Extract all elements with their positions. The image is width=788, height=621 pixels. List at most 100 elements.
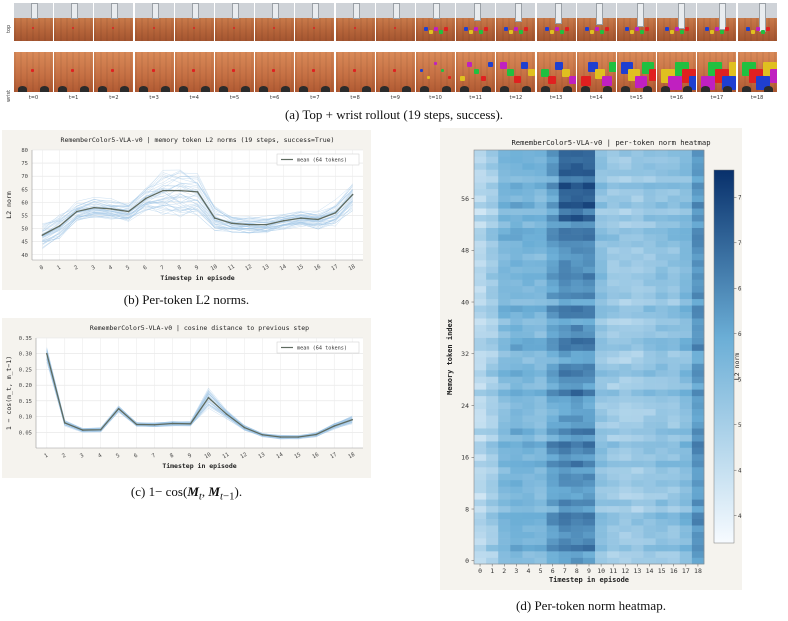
heatmap-cell [534, 415, 547, 422]
cube [509, 30, 514, 34]
heatmap-cell [619, 350, 632, 358]
heatmap-cell [607, 499, 620, 507]
heatmap-cell [691, 363, 705, 371]
heatmap-cell [582, 479, 596, 487]
heatmap-cell [691, 292, 705, 300]
top-frame [94, 3, 134, 41]
heatmap-cell [643, 357, 656, 364]
heatmap-cell [631, 234, 644, 241]
heatmap-cell [619, 531, 632, 539]
heatmap-cell [570, 305, 584, 313]
heatmap-cell [691, 169, 705, 177]
heatmap-cell [522, 234, 535, 241]
gripper-left [460, 86, 470, 92]
heatmap-cell [510, 214, 523, 222]
heatmap-cell [595, 292, 608, 300]
colorbar-label: L2 norm [733, 353, 741, 380]
x-tick-label: 9 [587, 567, 591, 575]
heatmap-cell [498, 389, 511, 397]
mean-data-point [58, 225, 61, 227]
heatmap-cell [607, 247, 620, 254]
heatmap-cell [534, 150, 547, 157]
heatmap-cell [643, 518, 656, 526]
y-tick-label: 8 [465, 505, 469, 513]
heatmap-cell [631, 175, 644, 183]
heatmap-cell [595, 505, 608, 513]
heatmap-cell [643, 505, 656, 513]
heatmap-cell [474, 175, 487, 183]
heatmap-cell [546, 318, 560, 325]
heatmap-cell [595, 531, 608, 539]
heatmap-cell [691, 473, 705, 481]
heatmap-cell [643, 447, 656, 455]
heatmap-cell [570, 169, 584, 177]
heatmap-cell [522, 395, 535, 403]
heatmap-cell [558, 486, 572, 494]
heatmap-cell [546, 447, 560, 455]
heatmap-cell [595, 447, 608, 455]
cube [685, 27, 690, 31]
heatmap-cell [607, 538, 620, 545]
heatmap-cell [534, 318, 547, 325]
heatmap-cell [619, 162, 632, 170]
heatmap-cell [667, 492, 681, 500]
heatmap-cell [619, 311, 632, 319]
robot-arm [473, 3, 481, 21]
heatmap-cell [691, 466, 705, 474]
heatmap-cell [522, 421, 535, 429]
heatmap-cell [498, 311, 511, 319]
heatmap-cell [631, 162, 644, 170]
heatmap-cell [679, 227, 693, 235]
heatmap-cell [498, 395, 511, 403]
heatmap-cell [558, 544, 572, 552]
heatmap-cell [510, 395, 523, 403]
heatmap-cell [546, 234, 560, 241]
heatmap-cell [474, 486, 487, 494]
heatmap-cell [522, 525, 535, 532]
heatmap-cell [619, 240, 632, 248]
heatmap-cell [607, 357, 620, 364]
heatmap-cell [546, 337, 560, 345]
heatmap-cell [643, 253, 656, 261]
heatmap-cell [570, 182, 584, 190]
x-tick-label: 14 [646, 567, 654, 575]
heatmap-cell [631, 292, 644, 300]
heatmap-cell [570, 402, 584, 410]
heatmap-cell [522, 454, 535, 461]
heatmap-cell [474, 298, 487, 306]
heatmap-cell [679, 415, 693, 422]
cube [392, 69, 396, 72]
heatmap-cell [522, 208, 535, 215]
gripper-left [339, 86, 349, 92]
heatmap-cell [595, 408, 608, 416]
heatmap-cell [582, 518, 596, 526]
x-tick-label: 4 [108, 264, 114, 271]
heatmap-cell [595, 150, 608, 157]
heatmap-cell [486, 454, 499, 461]
heatmap-cell [498, 188, 511, 196]
heatmap-cell [486, 214, 499, 222]
top-frame [174, 3, 214, 41]
cube [689, 76, 697, 90]
heatmap-cell [655, 240, 668, 248]
heatmap-cell [510, 505, 523, 513]
heatmap-cell [486, 227, 499, 235]
heatmap-cell [486, 292, 499, 300]
heatmap-cell [522, 311, 535, 319]
heatmap-cell [522, 227, 535, 235]
robot-arm [352, 3, 360, 19]
heatmap-cell [570, 486, 584, 494]
heatmap-cell [582, 156, 596, 164]
gripper-right [602, 86, 612, 92]
heatmap-cell [510, 285, 523, 293]
heatmap-cell [498, 234, 511, 241]
heatmap-cell [655, 512, 668, 520]
heatmap-cell [498, 531, 511, 539]
heatmap-cell [534, 208, 547, 215]
heatmap-cell [546, 505, 560, 513]
heatmap-cell [607, 279, 620, 287]
heatmap-cell [558, 415, 572, 422]
x-tick-label: 14 [275, 452, 284, 461]
heatmap-cell [667, 305, 681, 313]
wrist-frame [416, 52, 455, 92]
